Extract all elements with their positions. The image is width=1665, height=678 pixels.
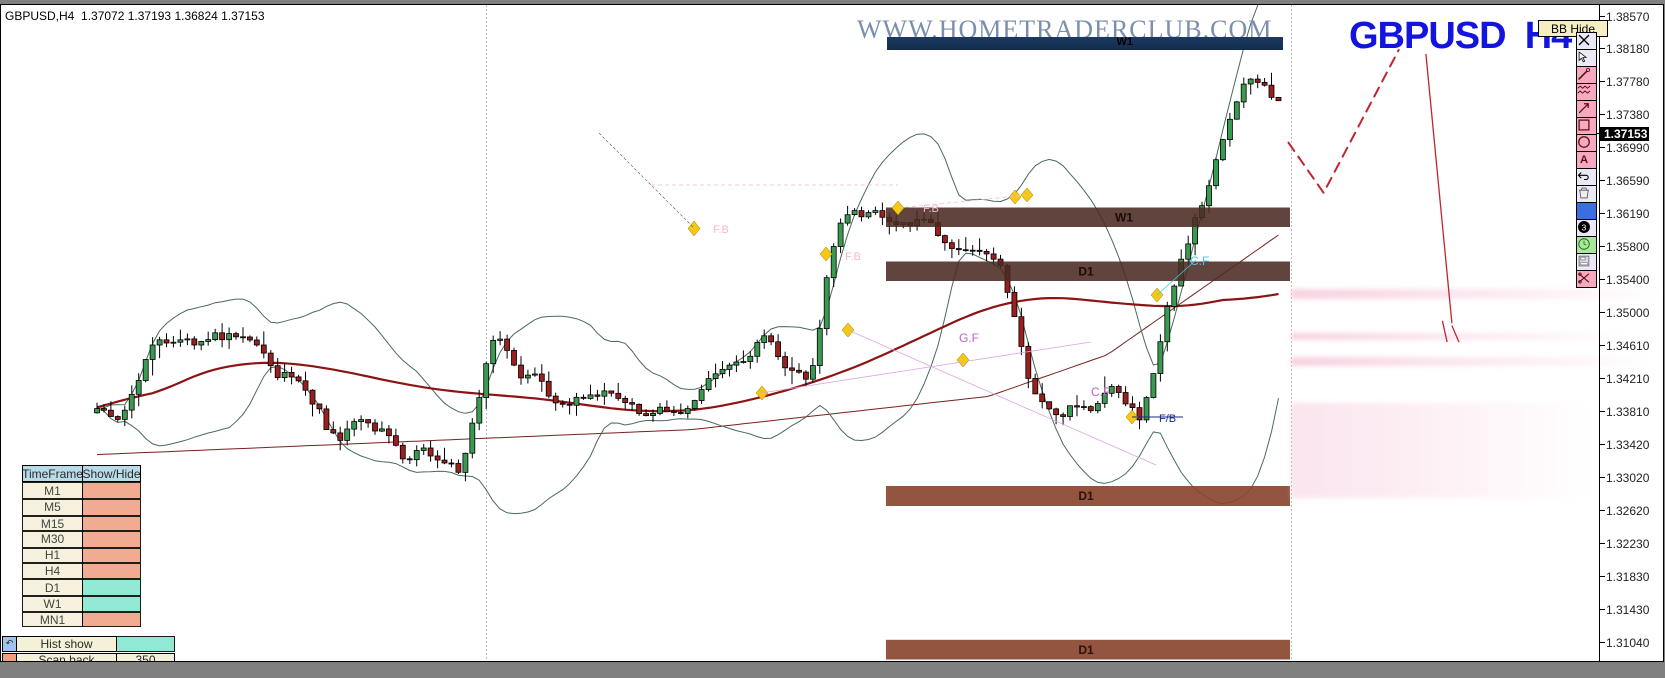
svg-text:D1: D1 [1078, 265, 1094, 279]
svg-text:F/B: F/B [1159, 413, 1176, 425]
svg-text:C.F: C.F [1190, 254, 1209, 268]
svg-text:F.B: F.B [923, 203, 939, 215]
svg-text:D1: D1 [1078, 643, 1094, 657]
svg-text:W1: W1 [1115, 211, 1133, 225]
svg-text:D1: D1 [1078, 489, 1094, 503]
svg-text:A: A [1580, 154, 1588, 166]
svg-text:3: 3 [1582, 223, 1587, 233]
svg-text:G.F: G.F [959, 331, 979, 345]
svg-text:C.F: C.F [1091, 385, 1110, 399]
svg-text:F.B: F.B [845, 251, 861, 263]
svg-text:F.B: F.B [713, 224, 729, 236]
